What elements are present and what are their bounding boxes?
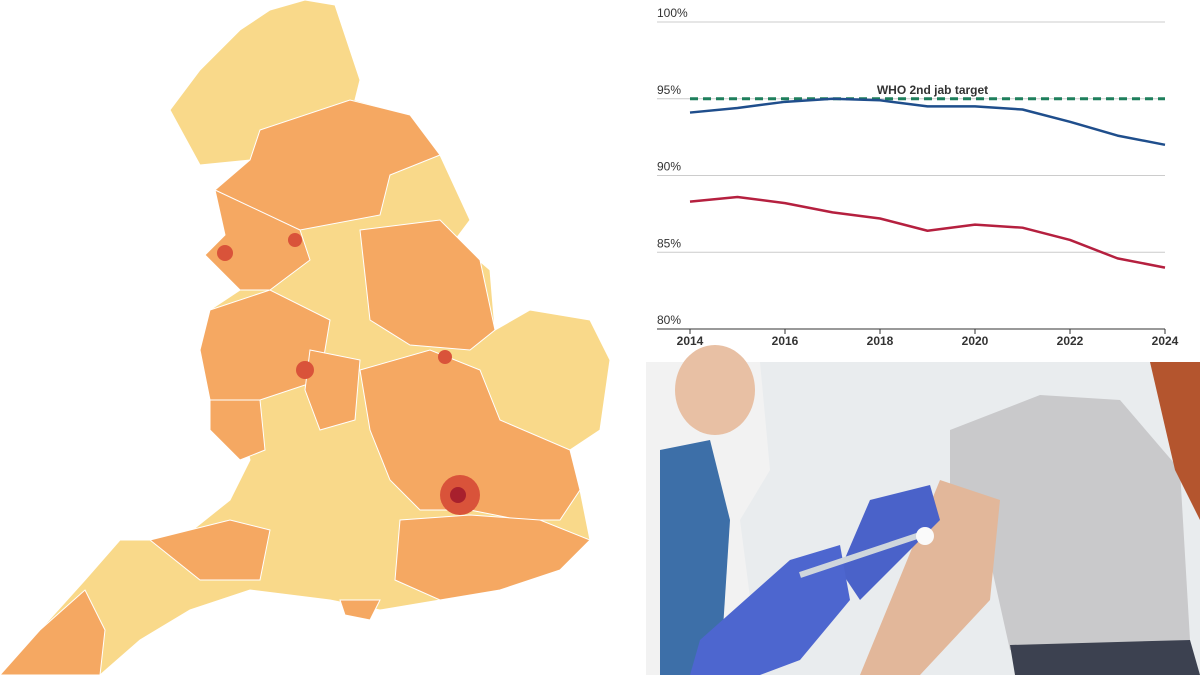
child-hair — [1150, 362, 1200, 520]
map-regions — [0, 99, 591, 675]
series-line — [689, 97, 1166, 147]
map-hotspot — [288, 233, 302, 247]
map-region — [339, 599, 381, 621]
map-region — [204, 189, 311, 291]
cotton — [916, 527, 934, 545]
x-tick-label: 2020 — [962, 334, 989, 348]
target-label: WHO 2nd jab target — [877, 83, 988, 97]
nurse-scrubs — [660, 440, 730, 675]
map — [0, 0, 611, 675]
x-tick-label: 2014 — [677, 334, 704, 348]
glove — [690, 545, 850, 675]
x-tick-label: 2022 — [1057, 334, 1084, 348]
x-tick-label: 2018 — [867, 334, 894, 348]
series-line — [689, 195, 1166, 269]
map-region — [359, 219, 496, 351]
map-hotspot — [450, 487, 466, 503]
map-hotspot — [217, 245, 233, 261]
y-tick-label: 95% — [657, 83, 681, 97]
map-region — [148, 519, 271, 581]
child-skirt — [1010, 640, 1200, 675]
x-tick-label: 2024 — [1152, 334, 1179, 348]
y-tick-label: 80% — [657, 313, 681, 327]
map-region — [394, 514, 591, 601]
map-region — [214, 99, 441, 231]
y-tick-label: 90% — [657, 160, 681, 174]
y-tick-label: 85% — [657, 236, 681, 250]
map-region — [359, 349, 581, 521]
syringe — [799, 532, 921, 578]
map-region — [209, 399, 266, 461]
nurse-face — [675, 345, 755, 435]
photo — [646, 345, 1200, 675]
map-hotspot — [438, 350, 452, 364]
line-chart: 80% 85% 90% 95% 100% 2014 2016 2018 2020 2022 2024… — [657, 6, 1179, 348]
child-shirt — [950, 395, 1190, 650]
y-tick-label: 100% — [657, 6, 688, 20]
child-arm — [860, 480, 1000, 675]
map-region — [304, 349, 361, 431]
map-region — [0, 589, 106, 675]
map-hotspot — [296, 361, 314, 379]
x-tick-label: 2016 — [772, 334, 799, 348]
